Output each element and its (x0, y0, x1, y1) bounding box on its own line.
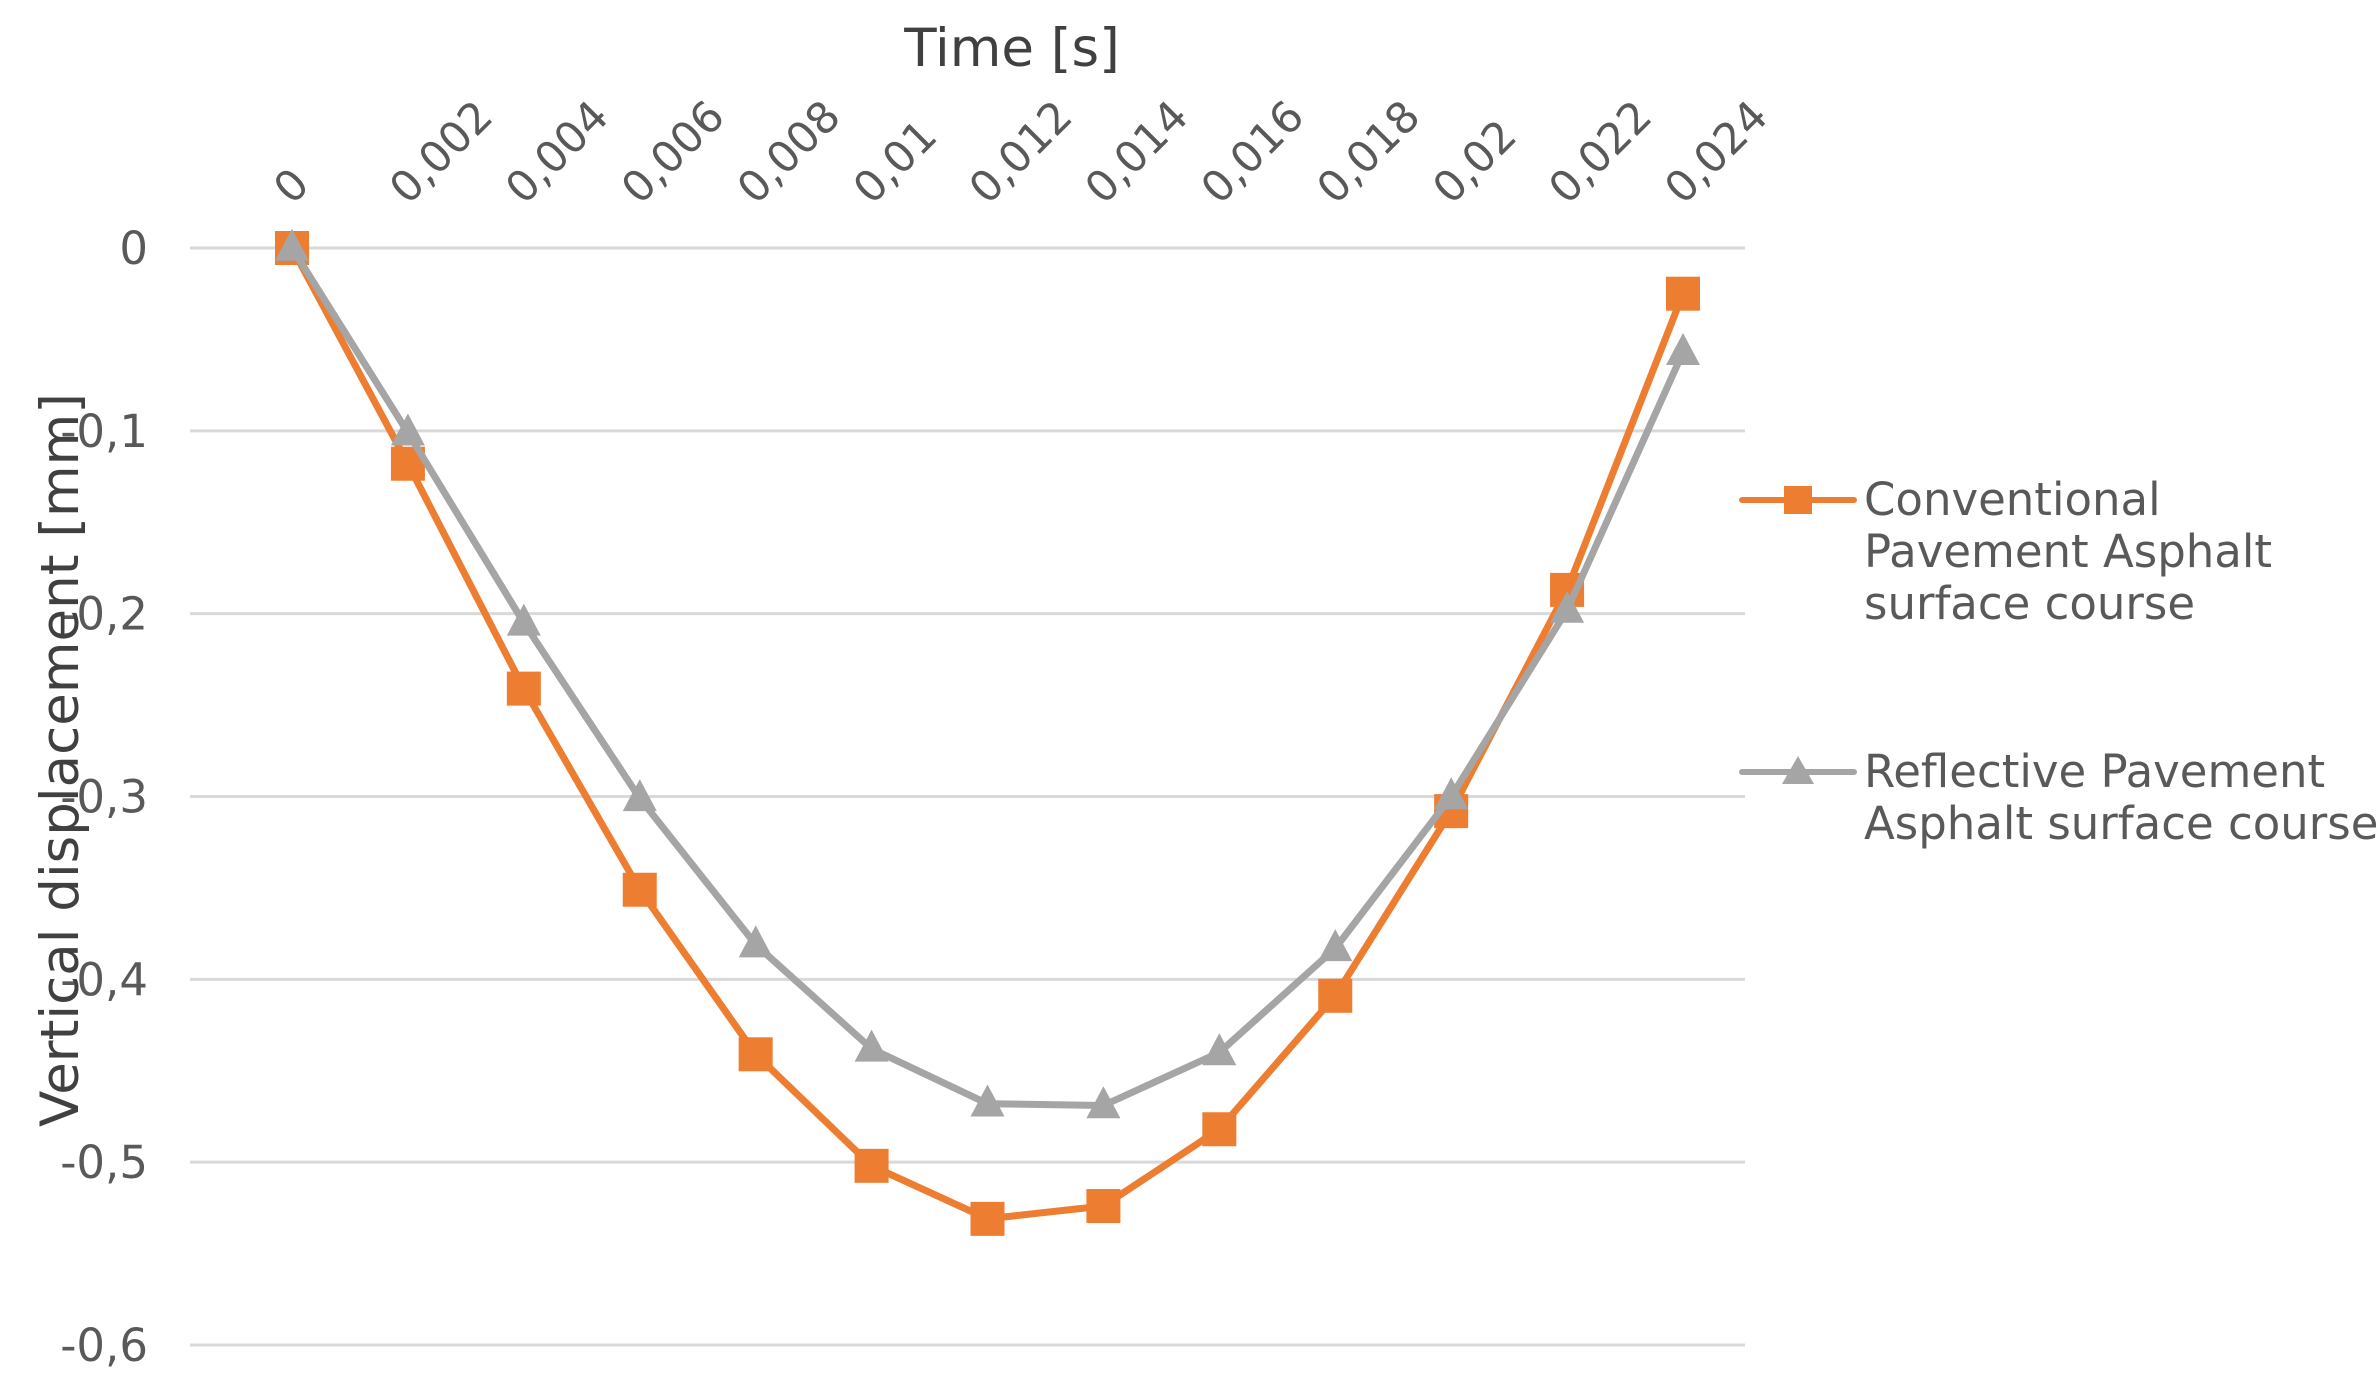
data-point-series-1-1 (390, 413, 425, 446)
y-tick-label-6: -0,6 (60, 1319, 148, 1372)
legend-swatch-conventional (1739, 486, 1857, 514)
x-tick-label-9: 0,018 (1308, 91, 1430, 213)
y-tick-label-0: 0 (119, 222, 148, 275)
x-tick-label-5: 0,01 (844, 111, 947, 214)
legend-label-conventional: Conventional Pavement Asphalt surface co… (1864, 473, 2273, 630)
data-point-series-0-5 (854, 1148, 889, 1183)
data-point-series-1-12 (1666, 333, 1700, 365)
x-tick-label-8: 0,016 (1192, 91, 1314, 213)
legend-label-reflective: Reflective Pavement Asphalt surface cour… (1864, 745, 2379, 850)
data-point-series-1-11 (1550, 590, 1585, 623)
x-tick-label-2: 0,004 (496, 91, 618, 213)
data-point-series-1-5 (854, 1029, 889, 1062)
data-point-series-0-7 (1086, 1189, 1121, 1224)
x-axis-title: Time [s] (903, 18, 1120, 79)
x-tick-label-12: 0,024 (1655, 91, 1777, 213)
legend: Conventional Pavement Asphalt surface co… (1738, 474, 2378, 916)
data-point-series-0-12 (1666, 276, 1700, 311)
legend-marker-square (1784, 486, 1812, 514)
x-tick-label-10: 0,02 (1424, 111, 1527, 214)
legend-item-conventional: Conventional Pavement Asphalt surface co… (1738, 474, 2358, 644)
data-point-series-1-9 (1318, 929, 1353, 962)
data-point-series-1-8 (1202, 1033, 1237, 1066)
data-point-series-0-8 (1202, 1112, 1237, 1147)
x-tick-label-1: 0,002 (380, 91, 502, 213)
y-tick-label-3: -0,3 (60, 771, 148, 824)
data-point-series-1-10 (1434, 777, 1469, 810)
x-tick-label-6: 0,012 (960, 91, 1082, 213)
y-tick-label-4: -0,4 (60, 953, 148, 1006)
x-tick-label-11: 0,022 (1540, 91, 1662, 213)
series-layer (275, 228, 1700, 1236)
series-line-1 (288, 244, 1687, 1109)
data-point-series-0-6 (970, 1201, 1005, 1236)
data-point-series-1-2 (506, 603, 541, 636)
y-tick-label-2: -0,2 (60, 588, 148, 641)
y-axis-title: Vertical displacement [mm] (30, 393, 91, 1127)
data-point-series-0-9 (1318, 978, 1353, 1013)
data-point-series-0-2 (506, 671, 541, 706)
data-point-series-1-3 (622, 779, 657, 812)
y-tick-label-5: -0,5 (60, 1136, 148, 1189)
gridlines (190, 246, 1745, 1347)
x-tick-label-7: 0,014 (1076, 91, 1198, 213)
data-point-series-1-7 (1086, 1086, 1121, 1119)
data-point-series-1-6 (970, 1084, 1005, 1117)
data-point-series-1-0 (275, 228, 309, 261)
data-point-series-1-4 (738, 925, 773, 958)
legend-swatch-reflective (1739, 756, 1857, 784)
y-tick-label-1: -0,1 (60, 405, 148, 458)
data-point-series-0-4 (738, 1037, 773, 1072)
data-point-series-0-3 (622, 872, 657, 907)
x-tick-label-4: 0,008 (728, 91, 850, 213)
series-line-0 (288, 244, 1687, 1223)
y-axis-tick-labels: 0 -0,1 -0,2 -0,3 -0,4 -0,5 -0,6 (60, 222, 148, 1372)
legend-item-reflective: Reflective Pavement Asphalt surface cour… (1738, 746, 2378, 916)
x-tick-label-0: 0 (264, 159, 319, 214)
x-tick-label-3: 0,006 (612, 91, 734, 213)
legend-marker-triangle (1782, 756, 1814, 784)
